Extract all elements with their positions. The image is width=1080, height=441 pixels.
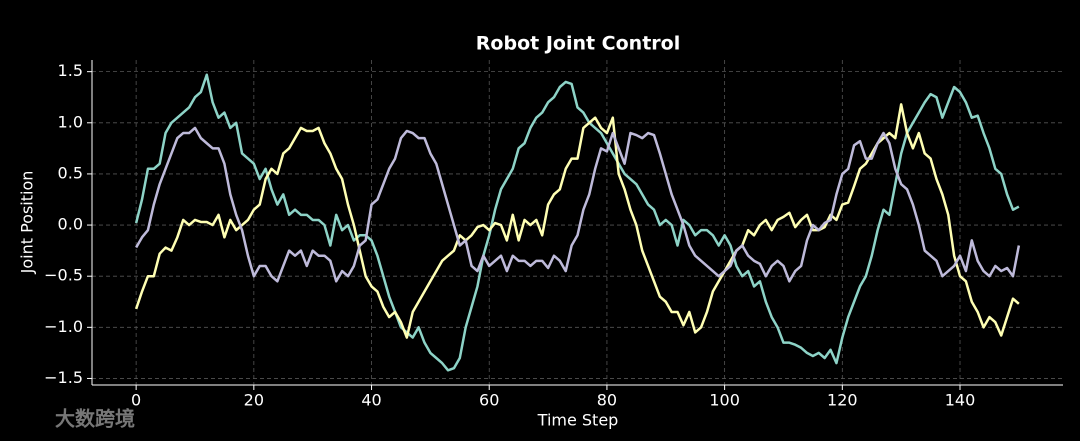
x-tick-label: 60 bbox=[479, 391, 499, 410]
x-tick-label: 80 bbox=[597, 391, 617, 410]
series-line bbox=[135, 126, 1021, 283]
x-tick-label: 40 bbox=[361, 391, 381, 410]
x-tick-label: 120 bbox=[827, 391, 858, 410]
x-tick-label: 140 bbox=[945, 391, 976, 410]
watermark: 大数跨境 bbox=[55, 407, 135, 431]
x-axis-label: Time Step bbox=[537, 411, 619, 430]
x-tick-label: 100 bbox=[709, 391, 740, 410]
series-line bbox=[134, 103, 1020, 339]
y-tick-label: −1.5 bbox=[44, 368, 83, 387]
y-tick-label: −1.0 bbox=[44, 317, 83, 336]
y-tick-label: 0.5 bbox=[58, 163, 83, 182]
y-tick-label: 1.0 bbox=[58, 112, 83, 131]
y-tick-label: 1.5 bbox=[58, 61, 83, 80]
x-tick-label: 0 bbox=[131, 391, 141, 410]
y-tick-label: 0.0 bbox=[58, 215, 83, 234]
chart-title: Robot Joint Control bbox=[476, 33, 680, 55]
x-tick-label: 20 bbox=[244, 391, 264, 410]
series-line bbox=[134, 73, 1020, 372]
y-tick-label: −0.5 bbox=[44, 266, 83, 285]
y-axis-label: Joint Position bbox=[18, 171, 37, 275]
